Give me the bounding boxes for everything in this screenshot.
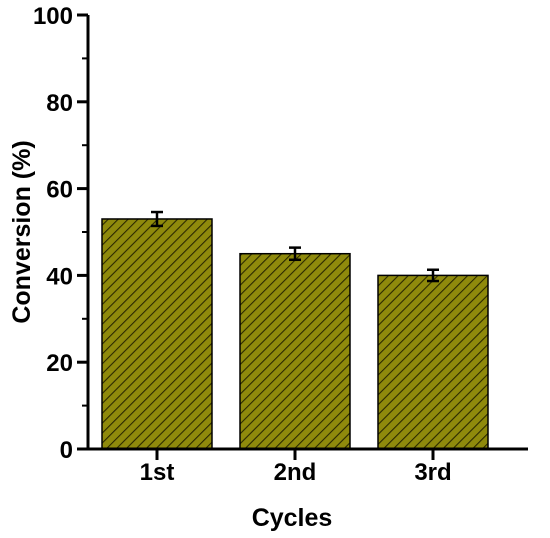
bar-3rd — [377, 274, 489, 450]
x-tick-label: 3rd — [414, 459, 451, 486]
y-axis-title: Conversion (%) — [8, 140, 36, 323]
y-tick-label: 0 — [60, 437, 73, 464]
bar-2nd — [239, 252, 351, 450]
y-tick-label: 60 — [46, 177, 73, 204]
y-tick-label: 40 — [46, 263, 73, 290]
y-tick-label: 80 — [46, 90, 73, 117]
x-tick-label: 1st — [140, 459, 175, 486]
x-axis-title: Cycles — [252, 504, 333, 532]
x-tick-label: 2nd — [274, 459, 317, 486]
y-tick-label: 100 — [33, 3, 73, 30]
bar-1st — [101, 218, 213, 450]
y-tick-label: 20 — [46, 350, 73, 377]
